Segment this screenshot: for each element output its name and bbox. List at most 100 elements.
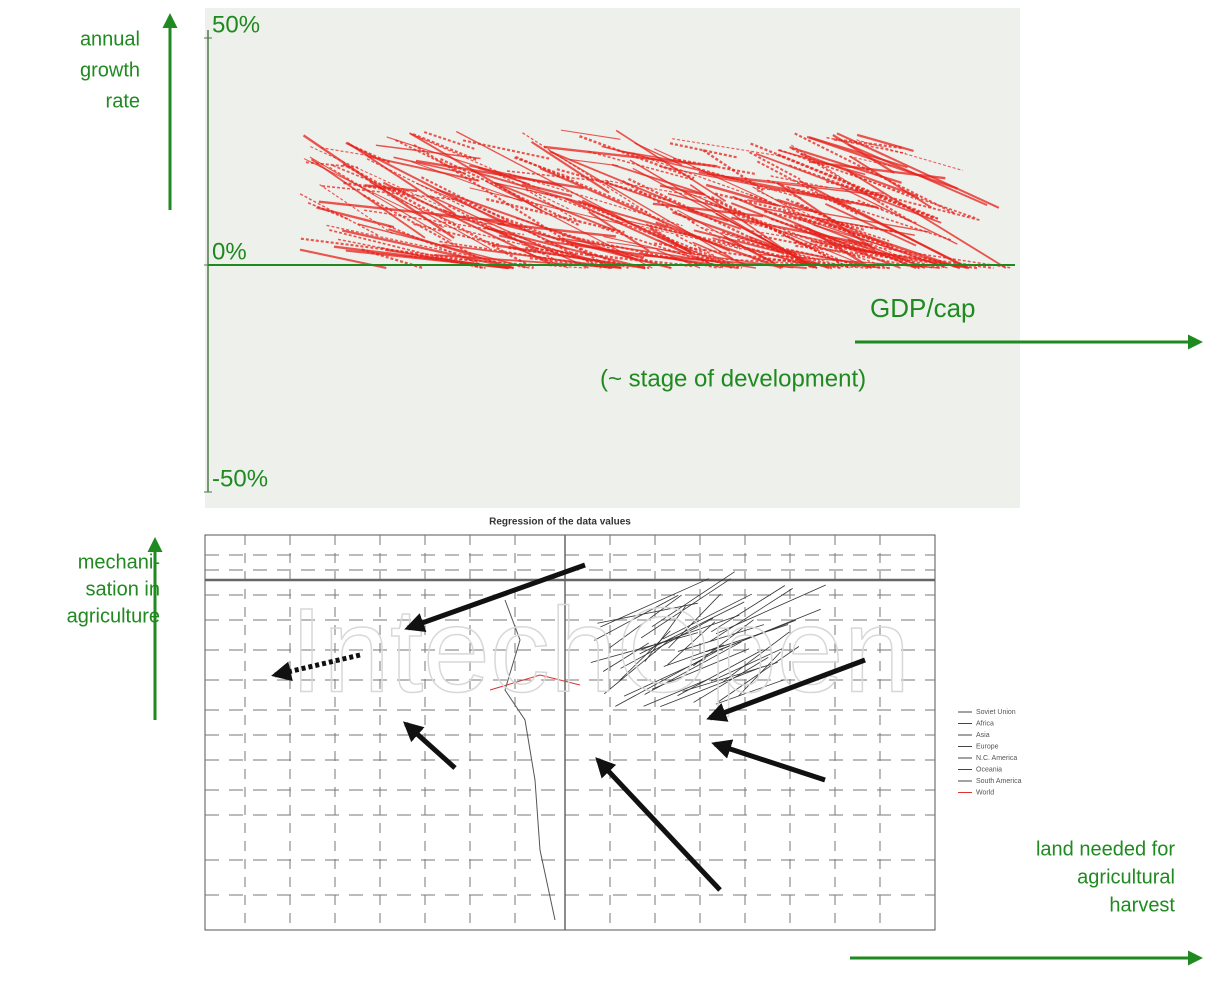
arrow — [595, 757, 722, 892]
texture-line — [836, 132, 1000, 209]
texture-line — [677, 624, 764, 652]
texture-line — [806, 135, 958, 190]
legend-label: South America — [976, 778, 1022, 785]
texture-line — [677, 649, 763, 697]
texture-line — [604, 179, 725, 202]
texture-line — [620, 617, 714, 669]
texture-line — [632, 167, 818, 269]
texture-line — [752, 186, 796, 212]
texture-line — [525, 246, 693, 268]
texture-line — [578, 200, 733, 269]
texture-line — [757, 187, 823, 197]
top-panel: 50% 0% -50% — [204, 8, 1020, 508]
texture-line — [329, 166, 375, 195]
legend-label: Europe — [976, 743, 999, 750]
texture-line — [846, 169, 1007, 269]
watermark: IntechOpen — [290, 584, 910, 718]
texture-line — [310, 158, 426, 239]
texture-line — [826, 136, 906, 155]
texture-line — [588, 150, 694, 181]
y-tick-label: 0% — [212, 238, 247, 265]
texture-line — [805, 226, 870, 268]
texture-line — [416, 182, 569, 250]
texture-line — [749, 151, 801, 181]
legend-label: N.C. America — [976, 755, 1017, 762]
texture-line — [785, 198, 852, 230]
texture-line — [693, 229, 782, 254]
texture-line — [367, 155, 479, 182]
texture-line — [494, 182, 615, 232]
y-tick-label: -50% — [212, 465, 268, 492]
texture-line — [669, 142, 738, 159]
texture-line — [602, 642, 650, 672]
texture-line — [345, 142, 392, 164]
texture-line — [659, 165, 852, 205]
texture-line — [692, 241, 749, 267]
texture-line — [543, 145, 718, 168]
texture-line — [651, 648, 750, 690]
texture-line — [746, 229, 792, 239]
arrow — [706, 657, 866, 722]
texture-line — [579, 135, 695, 180]
texture-line — [455, 130, 626, 221]
texture-line — [346, 141, 456, 215]
texture-line — [410, 133, 527, 185]
texture-line — [655, 221, 782, 270]
texture-line — [564, 197, 688, 255]
texture-line — [789, 212, 893, 247]
x-label: land needed for — [1036, 838, 1175, 860]
texture-line — [310, 146, 440, 207]
texture-line — [569, 158, 619, 167]
texture-line — [437, 214, 493, 226]
texture-line — [490, 227, 609, 269]
texture-line — [640, 578, 731, 639]
texture-line — [667, 192, 743, 214]
texture-line — [469, 187, 623, 225]
texture-line — [692, 166, 803, 199]
texture-line — [644, 606, 686, 662]
legend-label: Asia — [976, 732, 990, 739]
texture-line — [777, 153, 936, 220]
texture-line — [529, 256, 614, 270]
texture-line — [597, 602, 698, 624]
texture-line — [321, 185, 457, 201]
texture-line — [558, 237, 757, 269]
texture-line — [615, 129, 727, 202]
texture-line — [687, 249, 732, 269]
data-texture — [489, 571, 826, 921]
texture-line — [375, 144, 481, 160]
texture-line — [429, 194, 589, 269]
texture-line — [364, 184, 418, 193]
texture-line — [497, 222, 617, 238]
texture-line — [525, 188, 583, 224]
texture-line — [763, 210, 820, 226]
texture-line — [530, 140, 610, 194]
texture-line — [712, 237, 818, 269]
texture-line — [756, 160, 858, 215]
legend-label: Africa — [976, 720, 994, 727]
texture-line — [342, 162, 535, 270]
texture-line — [469, 164, 562, 188]
texture-line — [645, 223, 713, 266]
arrow — [271, 652, 361, 682]
texture-line — [717, 646, 800, 703]
texture-line — [800, 152, 919, 198]
texture-line — [857, 199, 919, 225]
texture-line — [693, 656, 769, 703]
texture-line — [798, 179, 968, 269]
texture-line — [856, 133, 914, 153]
y-label: agriculture — [67, 605, 160, 627]
y-label: mechani- — [78, 551, 160, 573]
x-label: harvest — [1109, 894, 1175, 916]
texture-line — [847, 143, 988, 207]
texture-line — [412, 133, 479, 162]
texture-line — [611, 163, 704, 195]
texture-line — [493, 181, 561, 199]
grid — [205, 535, 935, 930]
texture-line — [622, 180, 696, 225]
texture-line — [758, 234, 921, 269]
texture-line — [715, 584, 826, 635]
texture-line — [787, 186, 883, 210]
texture-line — [747, 199, 930, 233]
texture-line — [710, 648, 783, 682]
